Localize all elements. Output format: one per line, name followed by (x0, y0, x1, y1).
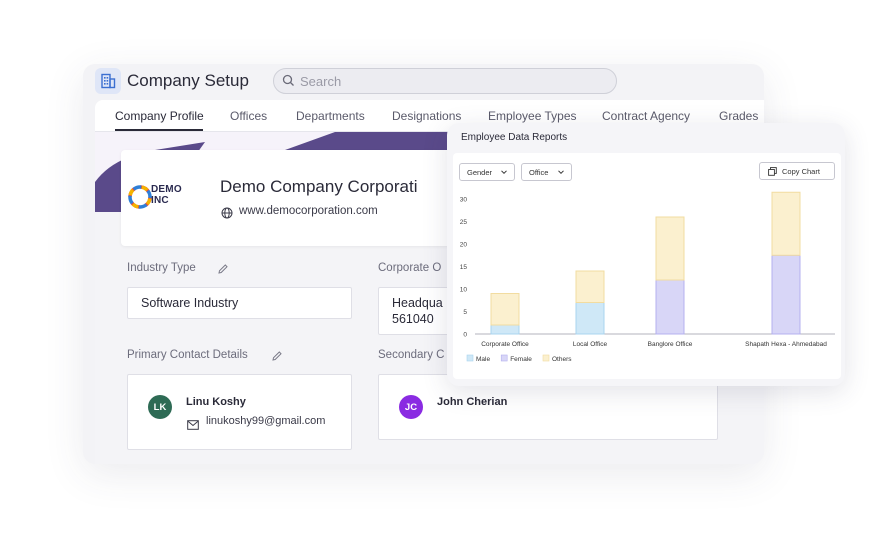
company-name: Demo Company Corporati (220, 177, 418, 196)
tab-departments[interactable]: Departments (296, 109, 365, 123)
mail-icon (187, 417, 199, 435)
employee-data-report-card: Employee Data Reports Gender Office Copy… (447, 123, 845, 386)
bar-others (490, 293, 520, 326)
bar-others (771, 191, 801, 256)
tab-contract-agency[interactable]: Contract Agency (602, 109, 691, 123)
company-card: DEMO INC Demo Company Corporati www.demo… (121, 150, 461, 246)
employee-bar-chart: 0 5 10 15 20 25 30 Corporate Office Local Office… (460, 191, 835, 363)
corporate-office-value-line1: Headqua (392, 296, 443, 310)
corporate-office-label: Corporate O (378, 262, 442, 274)
tab-designations[interactable]: Designations (392, 109, 462, 123)
bar-male (490, 324, 520, 335)
bar-female (771, 254, 801, 335)
industry-type-field[interactable]: Software Industry (127, 287, 352, 319)
app-header: Company Setup (83, 64, 764, 100)
secondary-contact-name: John Cherian (437, 396, 508, 408)
y-tick-label: 10 (460, 287, 468, 294)
copy-icon (768, 167, 777, 178)
avatar: JC (399, 395, 423, 419)
primary-contact-email[interactable]: linukoshy99@gmail.com (206, 415, 326, 427)
active-tab-indicator (115, 129, 203, 131)
tab-grades[interactable]: Grades (719, 109, 759, 123)
company-logo (128, 185, 152, 209)
page-title: Company Setup (127, 71, 249, 90)
chevron-down-icon (557, 168, 565, 178)
x-tick-label: Local Office (573, 341, 608, 348)
primary-contact-label: Primary Contact Details (127, 349, 248, 361)
y-tick-label: 30 (460, 197, 468, 204)
x-tick-label: Shapath Hexa - Ahmedabad (745, 341, 827, 348)
globe-icon (221, 206, 233, 224)
company-website-link[interactable]: www.democorporation.com (239, 205, 378, 217)
legend-swatch-others (542, 354, 550, 362)
y-tick-label: 20 (460, 242, 468, 249)
report-panel: Gender Office Copy Chart 0 5 10 15 20 25 30 Cor… (453, 153, 841, 379)
search-icon (282, 74, 295, 92)
legend-label-others: Others (552, 356, 572, 363)
tab-offices[interactable]: Offices (230, 109, 268, 123)
building-icon (95, 68, 121, 94)
y-tick-label: 0 (463, 332, 467, 339)
report-title: Employee Data Reports (461, 132, 568, 143)
industry-type-value: Software Industry (141, 296, 239, 310)
copy-chart-label: Copy Chart (782, 166, 820, 176)
legend-swatch-female (500, 354, 508, 362)
industry-type-label: Industry Type (127, 262, 196, 274)
chevron-down-icon (500, 168, 508, 178)
corporate-office-value-line2: 561040 (392, 312, 434, 326)
search-input[interactable] (300, 73, 600, 90)
company-logo-text: DEMO INC (151, 184, 182, 206)
y-tick-label: 25 (460, 219, 468, 226)
legend-swatch-male (466, 354, 474, 362)
search-box[interactable] (273, 68, 617, 94)
secondary-contact-label: Secondary C (378, 349, 445, 361)
legend-label-male: Male (476, 356, 490, 363)
avatar: LK (148, 395, 172, 419)
legend-label-female: Female (510, 356, 532, 363)
edit-industry-pencil-icon[interactable] (217, 262, 229, 280)
bar-female (655, 279, 685, 335)
tab-employee-types[interactable]: Employee Types (488, 109, 577, 123)
office-filter-label: Office (529, 167, 549, 177)
tab-company-profile[interactable]: Company Profile (115, 109, 204, 123)
office-filter-dropdown[interactable]: Office (521, 163, 572, 181)
bar-others (575, 270, 605, 303)
primary-contact-card: LK Linu Koshy linukoshy99@gmail.com (127, 374, 352, 450)
edit-primary-contact-pencil-icon[interactable] (271, 349, 283, 367)
bar-male (575, 302, 605, 335)
x-tick-label: Corporate Office (481, 341, 529, 348)
y-tick-label: 15 (460, 264, 468, 271)
gender-filter-dropdown[interactable]: Gender (459, 163, 515, 181)
gender-filter-label: Gender (467, 167, 493, 177)
copy-chart-button[interactable]: Copy Chart (759, 162, 835, 180)
x-tick-label: Banglore Office (648, 341, 693, 348)
bar-others (655, 216, 685, 281)
primary-contact-name: Linu Koshy (186, 396, 246, 408)
y-tick-label: 5 (463, 309, 467, 316)
